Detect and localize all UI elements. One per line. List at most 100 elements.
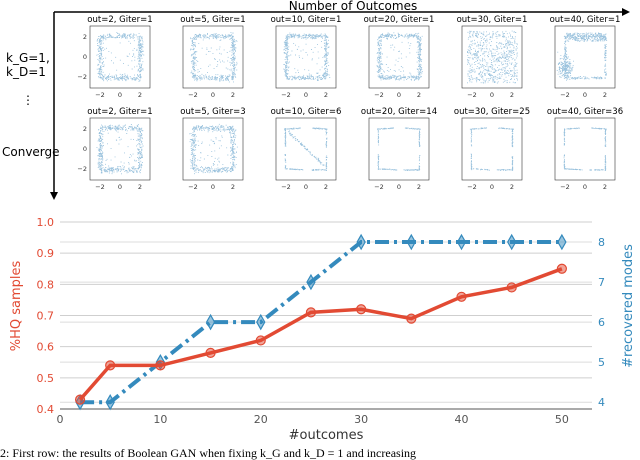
right-tick-label: 5 bbox=[598, 356, 605, 369]
left-tick-label: 0.8 bbox=[37, 278, 55, 291]
row-label-converge: Converge bbox=[2, 145, 60, 159]
panel-points bbox=[563, 127, 607, 171]
panel-x-tick: −2 bbox=[95, 91, 105, 99]
panel-points bbox=[469, 127, 514, 171]
panel-x-tick: −2 bbox=[188, 183, 198, 191]
panel-x-tick: 0 bbox=[304, 91, 308, 99]
panel-x-tick: 0 bbox=[397, 183, 401, 191]
left-tick-label: 0.6 bbox=[37, 341, 55, 354]
panel-title: out=30, Giter=1 bbox=[457, 15, 528, 25]
panel-y-tick: 2 bbox=[83, 33, 87, 41]
panel-points bbox=[376, 32, 423, 81]
panel-x-tick: 0 bbox=[304, 183, 308, 191]
x-tick-label: 30 bbox=[354, 413, 368, 426]
hq-point bbox=[556, 263, 567, 274]
panel-title: out=5, Giter=1 bbox=[180, 15, 245, 25]
panel-x-tick: −2 bbox=[560, 183, 570, 191]
scatter-panel: out=10, Giter=6 −2 0 2 bbox=[271, 107, 342, 191]
line-chart: 0 10 20 30 40 50 0.40.50.60.70.80.91.0 45678 … bbox=[9, 216, 636, 443]
panel-x-tick: 0 bbox=[583, 183, 587, 191]
panel-x-tick: 2 bbox=[417, 91, 421, 99]
hq-point bbox=[456, 291, 467, 302]
hq-point bbox=[506, 282, 517, 293]
panel-x-tick: −2 bbox=[188, 91, 198, 99]
panel-x-tick: 2 bbox=[510, 183, 514, 191]
panel-points bbox=[377, 127, 421, 171]
panel-frame bbox=[275, 117, 337, 181]
hq-point bbox=[205, 347, 216, 358]
panel-x-tick: −2 bbox=[281, 91, 291, 99]
panel-x-tick: 2 bbox=[138, 183, 142, 191]
scatter-panel: out=5, Giter=3 −2 0 2 bbox=[180, 107, 245, 191]
panel-frame bbox=[89, 25, 151, 89]
row-label-dots: ⋮ bbox=[22, 93, 34, 107]
hq-line bbox=[78, 267, 563, 401]
panel-x-tick: 2 bbox=[324, 91, 328, 99]
panel-title: out=10, Giter=1 bbox=[271, 15, 342, 25]
panel-x-tick: −2 bbox=[281, 183, 291, 191]
modes-point bbox=[256, 313, 266, 331]
modes-point bbox=[406, 233, 417, 251]
panel-points bbox=[283, 32, 331, 81]
panel-title: out=30, Giter=25 bbox=[454, 107, 530, 117]
modes-point bbox=[507, 233, 517, 251]
series-hq-samples bbox=[74, 263, 567, 405]
x-tick-labels: 0 10 20 30 40 50 bbox=[57, 413, 569, 426]
modes-point bbox=[205, 313, 216, 331]
right-tick-label: 4 bbox=[598, 396, 605, 409]
panel-frame bbox=[554, 117, 616, 181]
panel-x-tick: −2 bbox=[467, 183, 477, 191]
scatter-panel: out=30, Giter=1 −2 0 2 bbox=[457, 15, 528, 99]
figure-caption: 2: First row: the results of Boolean GAN… bbox=[0, 446, 417, 460]
panel-frame bbox=[461, 25, 523, 89]
panel-x-tick: 2 bbox=[603, 91, 607, 99]
x-tick-label: 10 bbox=[153, 413, 167, 426]
left-tick-label: 1.0 bbox=[37, 216, 55, 229]
scatter-panel: out=40, Giter=36 −2 0 2 bbox=[547, 107, 623, 191]
modes-point bbox=[356, 233, 366, 251]
modes-point bbox=[456, 233, 467, 251]
modes-point bbox=[557, 233, 567, 251]
panel-x-tick: 0 bbox=[211, 183, 215, 191]
x-tick-label: 20 bbox=[254, 413, 268, 426]
panel-frame bbox=[461, 117, 523, 181]
hq-point bbox=[406, 313, 417, 324]
panel-title: out=2, Giter=1 bbox=[87, 15, 152, 25]
scatter-panel: out=2, Giter=1 −2 2 0 0 2 −2 bbox=[77, 15, 152, 99]
scatter-panels: out=2, Giter=1 −2 2 0 0 2 −2 out=5, Giter=1 −2 0 2… bbox=[77, 15, 623, 191]
panel-x-tick: −2 bbox=[560, 91, 570, 99]
panel-x-tick: 0 bbox=[397, 91, 401, 99]
panel-x-tick: 0 bbox=[490, 91, 494, 99]
panel-points bbox=[189, 123, 238, 175]
panel-points bbox=[556, 32, 608, 81]
panel-x-tick: −2 bbox=[95, 183, 105, 191]
top-panel: Number of Outcomes k_G=1, k_D=1 ⋮ Conver… bbox=[2, 0, 630, 200]
modes-point bbox=[306, 273, 316, 291]
hq-point bbox=[105, 360, 116, 371]
modes-point bbox=[105, 393, 115, 411]
scatter-panel: out=40, Giter=1 −2 0 2 bbox=[550, 15, 621, 99]
panel-title: out=20, Giter=14 bbox=[361, 107, 437, 117]
left-tick-labels: 0.4 0.5 0.6 0.7 0.8 0.9 1.0 bbox=[37, 216, 55, 416]
panel-frame bbox=[89, 117, 151, 181]
panel-points bbox=[467, 30, 518, 84]
left-axis-label: %HQ samples bbox=[9, 261, 24, 352]
panel-title: out=40, Giter=1 bbox=[550, 15, 621, 25]
panel-y-tick: 0 bbox=[83, 145, 87, 153]
scatter-panel: out=2, Giter=1 −2 2 0 0 2 −2 bbox=[77, 107, 152, 191]
left-tick-label: 0.9 bbox=[37, 247, 55, 260]
panel-frame bbox=[554, 25, 616, 89]
panel-title: out=2, Giter=1 bbox=[87, 107, 152, 117]
scatter-panel: out=20, Giter=14 −2 0 2 bbox=[361, 107, 437, 191]
left-tick-label: 0.4 bbox=[37, 403, 55, 416]
panel-title: out=10, Giter=6 bbox=[271, 107, 342, 117]
panel-x-tick: 0 bbox=[490, 183, 494, 191]
panel-frame bbox=[182, 117, 244, 181]
right-tick-label: 6 bbox=[598, 316, 605, 329]
hq-point bbox=[74, 394, 86, 405]
panel-y-tick: −2 bbox=[77, 165, 87, 173]
row-label-kd: k_D=1 bbox=[6, 65, 46, 79]
row-label-kg: k_G=1, bbox=[6, 51, 50, 65]
panel-x-tick: 2 bbox=[417, 183, 421, 191]
